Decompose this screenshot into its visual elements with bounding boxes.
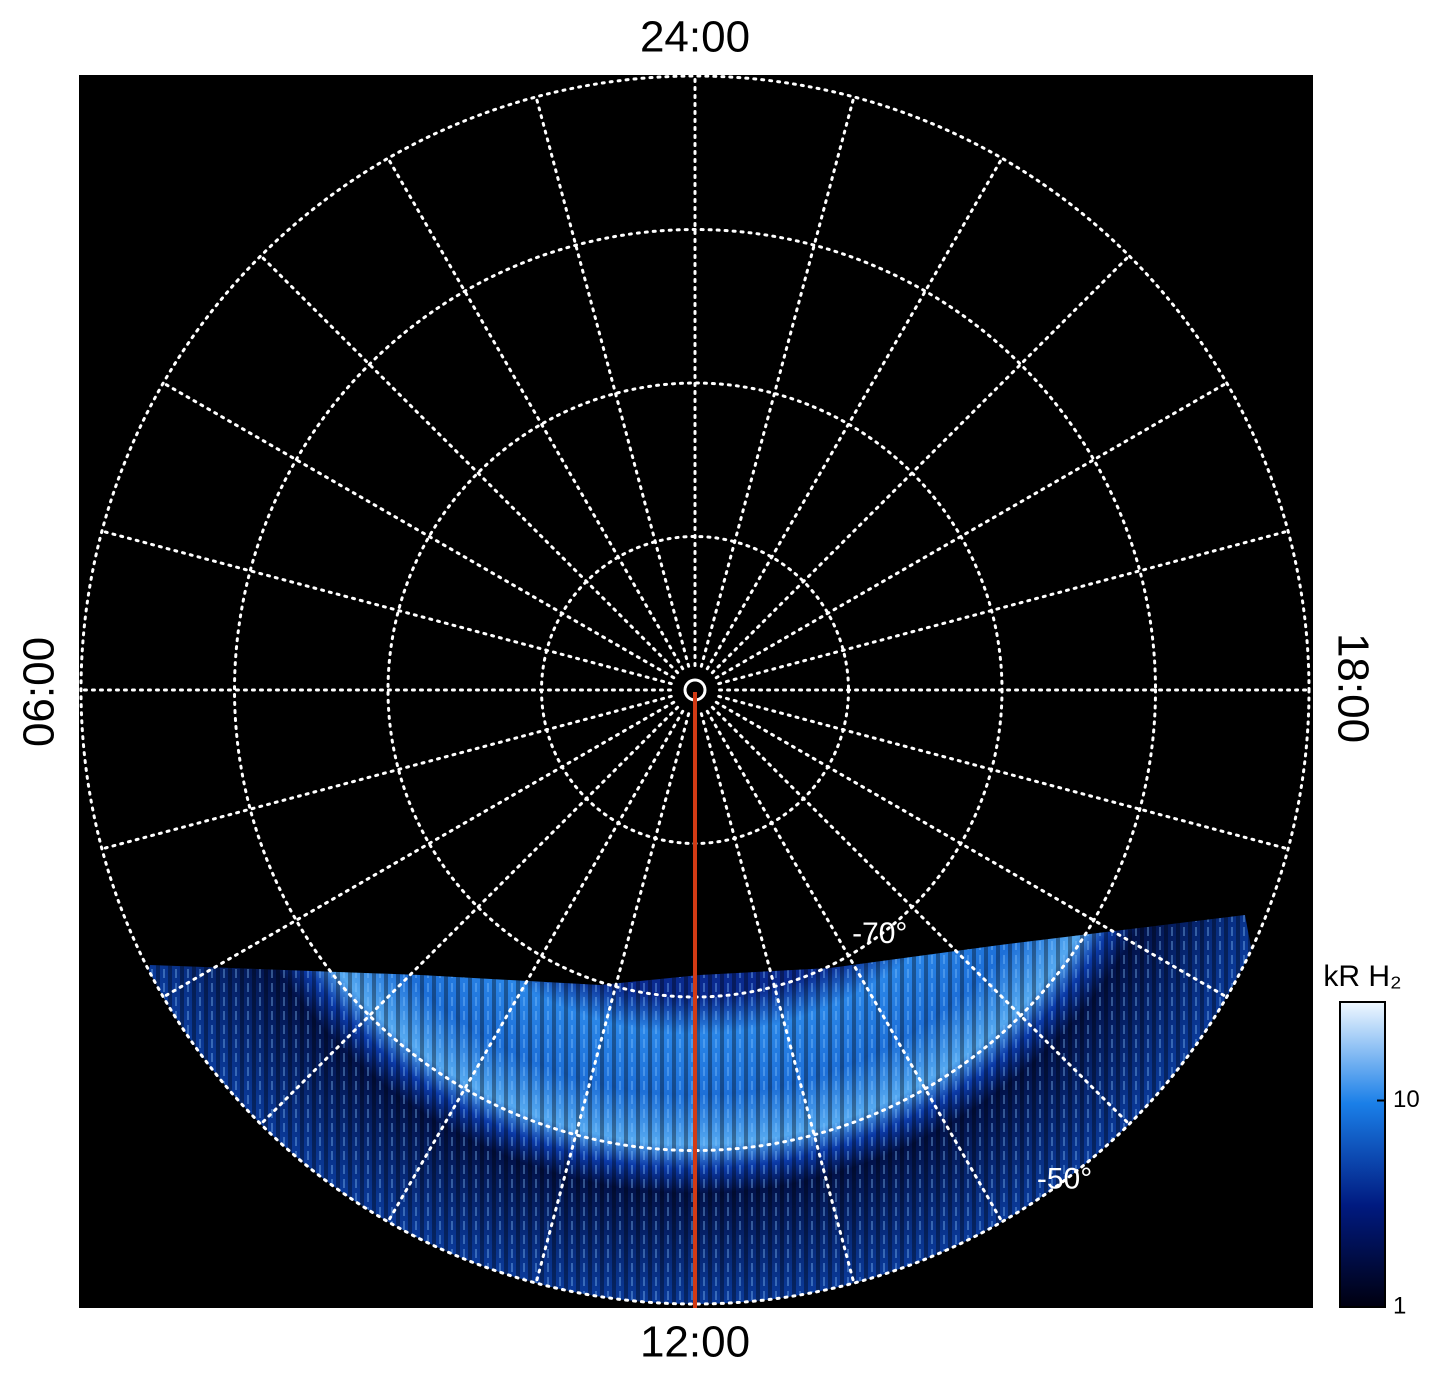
meridian-line (717, 694, 1290, 851)
meridian-line (710, 705, 1131, 1126)
colorbar-fill (1339, 1001, 1386, 1308)
meridian-line (259, 705, 680, 1126)
meridian-line (534, 95, 691, 668)
local-time-label: 06:00 (15, 637, 64, 747)
ring-label: -70° (852, 917, 907, 950)
meridian-line (386, 156, 685, 671)
local-time-label: 24:00 (640, 13, 750, 62)
meridian-line (259, 254, 680, 675)
local-time-label: 18:00 (1328, 633, 1377, 743)
local-time-label: 12:00 (640, 1318, 750, 1367)
meridian-line (534, 712, 691, 1285)
meridian-line (699, 712, 856, 1285)
meridian-line (717, 529, 1290, 686)
meridian-line (714, 700, 1229, 999)
colorbar: 1 10 kR H₂ (1323, 960, 1419, 1319)
meridian-line (161, 700, 676, 999)
colorbar-tick-label: 10 (1393, 1086, 1420, 1113)
ring-label: -50° (1037, 1162, 1092, 1195)
meridian-line (705, 156, 1004, 671)
latitude-ring (79, 74, 1311, 1306)
colorbar-label: kR H₂ (1323, 960, 1401, 993)
colorbar-tick-label: 1 (1393, 1292, 1406, 1319)
meridian-line (699, 95, 856, 668)
meridian-line (386, 709, 685, 1224)
meridian-line (100, 694, 673, 851)
meridian-line (714, 381, 1229, 680)
labels: 24:00 06:00 12:00 18:00 -70° -50° (15, 13, 1378, 1367)
meridian-line (710, 254, 1131, 675)
meridian-line (705, 709, 1004, 1224)
meridian-line (100, 529, 673, 686)
meridian-line (161, 381, 676, 680)
